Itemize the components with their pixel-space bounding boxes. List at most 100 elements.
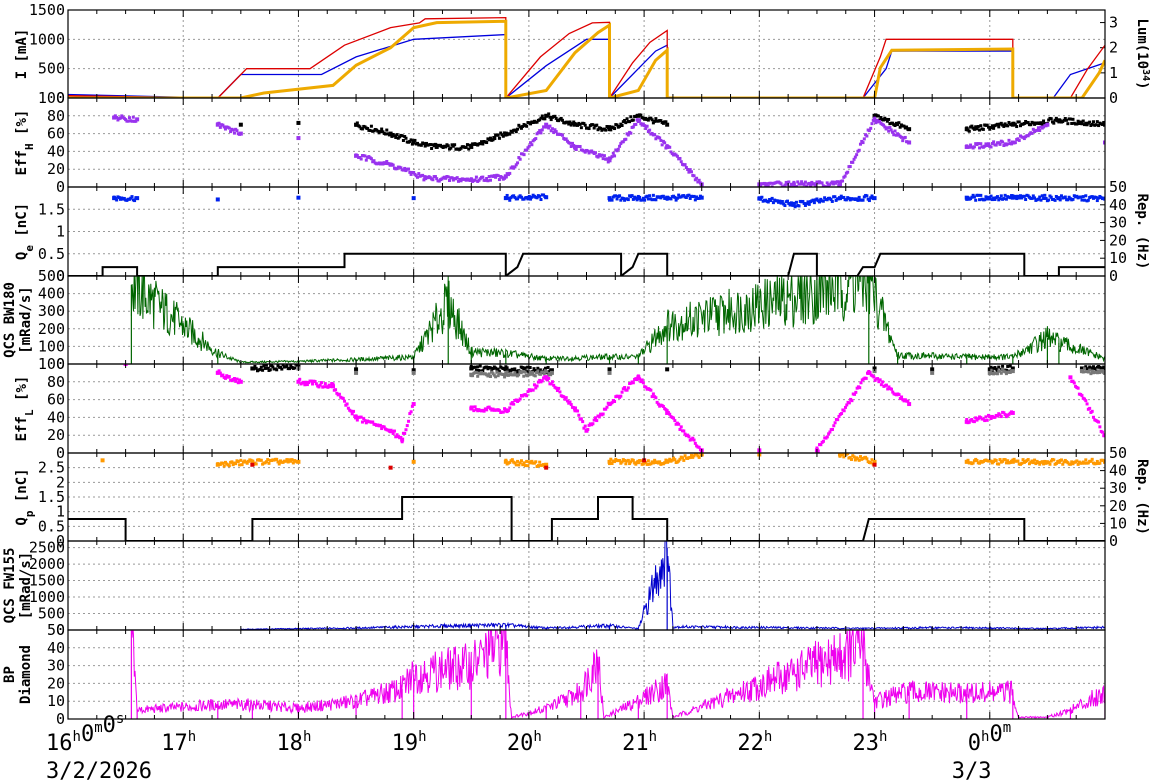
- data-point: [1056, 196, 1061, 201]
- data-point: [122, 196, 126, 200]
- data-point: [655, 400, 659, 404]
- data-point: [266, 458, 270, 462]
- data-point: [531, 388, 535, 392]
- data-point: [893, 129, 897, 133]
- panel-qe: [67, 186, 1106, 277]
- data-point: [611, 151, 615, 155]
- data-point: [467, 147, 471, 151]
- data-point: [630, 194, 634, 198]
- data-point: [517, 463, 521, 467]
- data-point: [1017, 120, 1021, 124]
- data-point: [1085, 402, 1089, 406]
- right-y-tick-label: 2: [1109, 39, 1118, 57]
- data-point: [1066, 198, 1070, 202]
- data-point: [851, 160, 855, 164]
- data-point: [449, 146, 453, 150]
- data-point: [1093, 367, 1097, 371]
- data-point: [1095, 199, 1099, 203]
- data-point: [970, 195, 974, 199]
- data-point: [645, 124, 649, 128]
- y-tick-label: 40: [47, 639, 65, 657]
- data-point: [1103, 459, 1105, 464]
- data-point: [1097, 420, 1101, 424]
- data-point: [642, 458, 647, 463]
- data-point: [783, 204, 787, 208]
- data-point: [221, 461, 225, 465]
- data-point: [1003, 193, 1007, 197]
- y-tick-label: 1: [56, 503, 65, 521]
- data-point: [579, 126, 583, 130]
- data-point: [523, 370, 527, 374]
- data-point: [1031, 194, 1035, 198]
- data-point: [239, 458, 243, 462]
- data-point: [535, 196, 539, 200]
- data-point: [1048, 462, 1052, 466]
- data-point: [842, 409, 846, 413]
- data-point: [605, 405, 609, 409]
- data-point: [564, 396, 568, 400]
- data-point: [596, 128, 600, 132]
- data-point: [1026, 121, 1030, 125]
- data-point: [469, 144, 474, 149]
- data-point: [770, 185, 774, 187]
- data-point: [1029, 123, 1033, 127]
- data-point: [1038, 195, 1042, 199]
- data-point: [972, 195, 976, 199]
- data-point: [531, 371, 535, 375]
- data-point: [497, 178, 501, 182]
- data-point: [1006, 364, 1010, 368]
- data-point: [683, 454, 687, 458]
- data-point: [546, 365, 550, 369]
- data-point: [558, 390, 562, 394]
- data-point: [889, 387, 893, 391]
- data-point: [533, 374, 537, 378]
- panel-frame: [67, 97, 1106, 188]
- data-point: [474, 368, 478, 372]
- data-point: [850, 457, 854, 461]
- data-point: [238, 379, 243, 384]
- data-point: [388, 465, 393, 470]
- data-point: [847, 401, 851, 405]
- data-point: [568, 141, 572, 145]
- data-point: [131, 115, 135, 119]
- data-point: [976, 417, 980, 421]
- data-point: [526, 464, 530, 468]
- panel-effH: [67, 97, 1106, 188]
- data-point: [360, 420, 364, 424]
- data-point: [1080, 122, 1084, 126]
- data-point: [464, 145, 468, 149]
- data-point: [887, 385, 891, 389]
- x-tick-label: 23h: [853, 729, 888, 756]
- data-point: [234, 379, 238, 383]
- data-point: [825, 435, 829, 439]
- data-point: [852, 157, 856, 161]
- data-point: [640, 198, 644, 202]
- y-tick-label: 500: [38, 60, 65, 78]
- data-point: [469, 366, 474, 371]
- data-point: [1052, 121, 1056, 125]
- data-point: [601, 157, 605, 161]
- data-point: [1004, 461, 1008, 465]
- data-point: [1076, 462, 1080, 466]
- data-point: [872, 375, 876, 379]
- data-point: [853, 458, 857, 462]
- data-point: [974, 198, 978, 202]
- data-point: [250, 462, 255, 467]
- data-point: [857, 148, 861, 152]
- data-point: [1062, 460, 1066, 464]
- data-point: [835, 180, 839, 184]
- data-point: [540, 379, 544, 383]
- data-point: [350, 412, 354, 416]
- data-point: [539, 116, 543, 120]
- data-point: [1022, 137, 1026, 141]
- y-tick-label: 20: [47, 426, 65, 444]
- data-point: [222, 464, 226, 468]
- data-point: [636, 118, 641, 123]
- data-point: [517, 373, 521, 377]
- data-point: [351, 409, 355, 413]
- y-tick-label: 1000: [29, 30, 65, 48]
- data-point: [542, 193, 546, 197]
- data-point: [469, 406, 474, 411]
- data-point: [1017, 196, 1021, 200]
- data-point: [1079, 366, 1084, 371]
